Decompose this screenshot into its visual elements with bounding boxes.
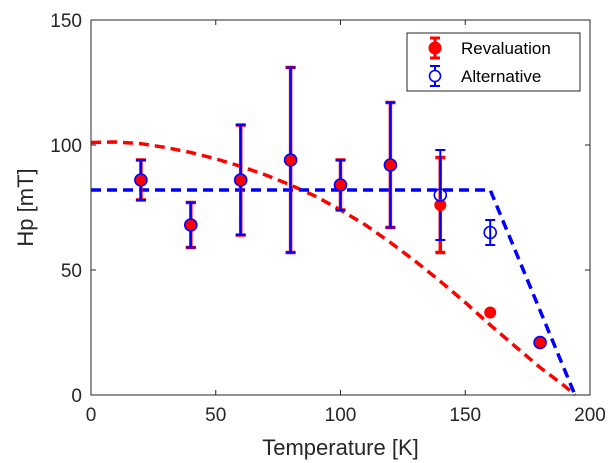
x-tick-label: 200 <box>574 405 606 426</box>
y-tick-label: 100 <box>50 136 82 157</box>
legend-alternative-label: Alternative <box>461 67 541 86</box>
legend-revaluation-label: Revaluation <box>461 39 551 58</box>
x-tick-label: 150 <box>449 405 481 426</box>
legend-revaluation-marker <box>428 41 442 55</box>
legend-alternative-marker <box>428 69 442 83</box>
alternative-point <box>184 218 198 232</box>
x-tick-label: 50 <box>205 405 226 426</box>
legend-entry-alternative: Alternative <box>428 65 541 87</box>
revaluation-point <box>434 199 447 211</box>
y-axis-ticks: 0 50 100 150 <box>50 11 590 407</box>
x-tick-label: 0 <box>86 405 97 426</box>
alternative-point <box>483 225 498 240</box>
legend-entry-revaluation: Revaluation <box>428 36 551 60</box>
alternative-point <box>433 188 448 202</box>
alternative-point <box>383 158 398 172</box>
fit-curve-2 <box>91 188 577 396</box>
y-tick-label: 50 <box>61 261 82 282</box>
alternative-point <box>333 178 348 192</box>
alternative-point <box>134 173 148 187</box>
y-tick-label: 150 <box>50 11 82 32</box>
y-axis-label: Hp [mT] <box>13 168 38 246</box>
x-axis-ticks: 0 50 100 150 200 <box>86 20 606 426</box>
alternative-point <box>533 335 547 350</box>
y-tick-label: 0 <box>71 386 82 407</box>
legend: Revaluation Alternative <box>406 32 581 92</box>
alternative-point <box>283 153 298 167</box>
markers <box>134 153 547 350</box>
x-axis-label: Temperature [K] <box>262 435 419 460</box>
x-tick-label: 100 <box>325 405 357 426</box>
alternative-point <box>233 173 248 187</box>
revaluation-point <box>484 306 497 319</box>
